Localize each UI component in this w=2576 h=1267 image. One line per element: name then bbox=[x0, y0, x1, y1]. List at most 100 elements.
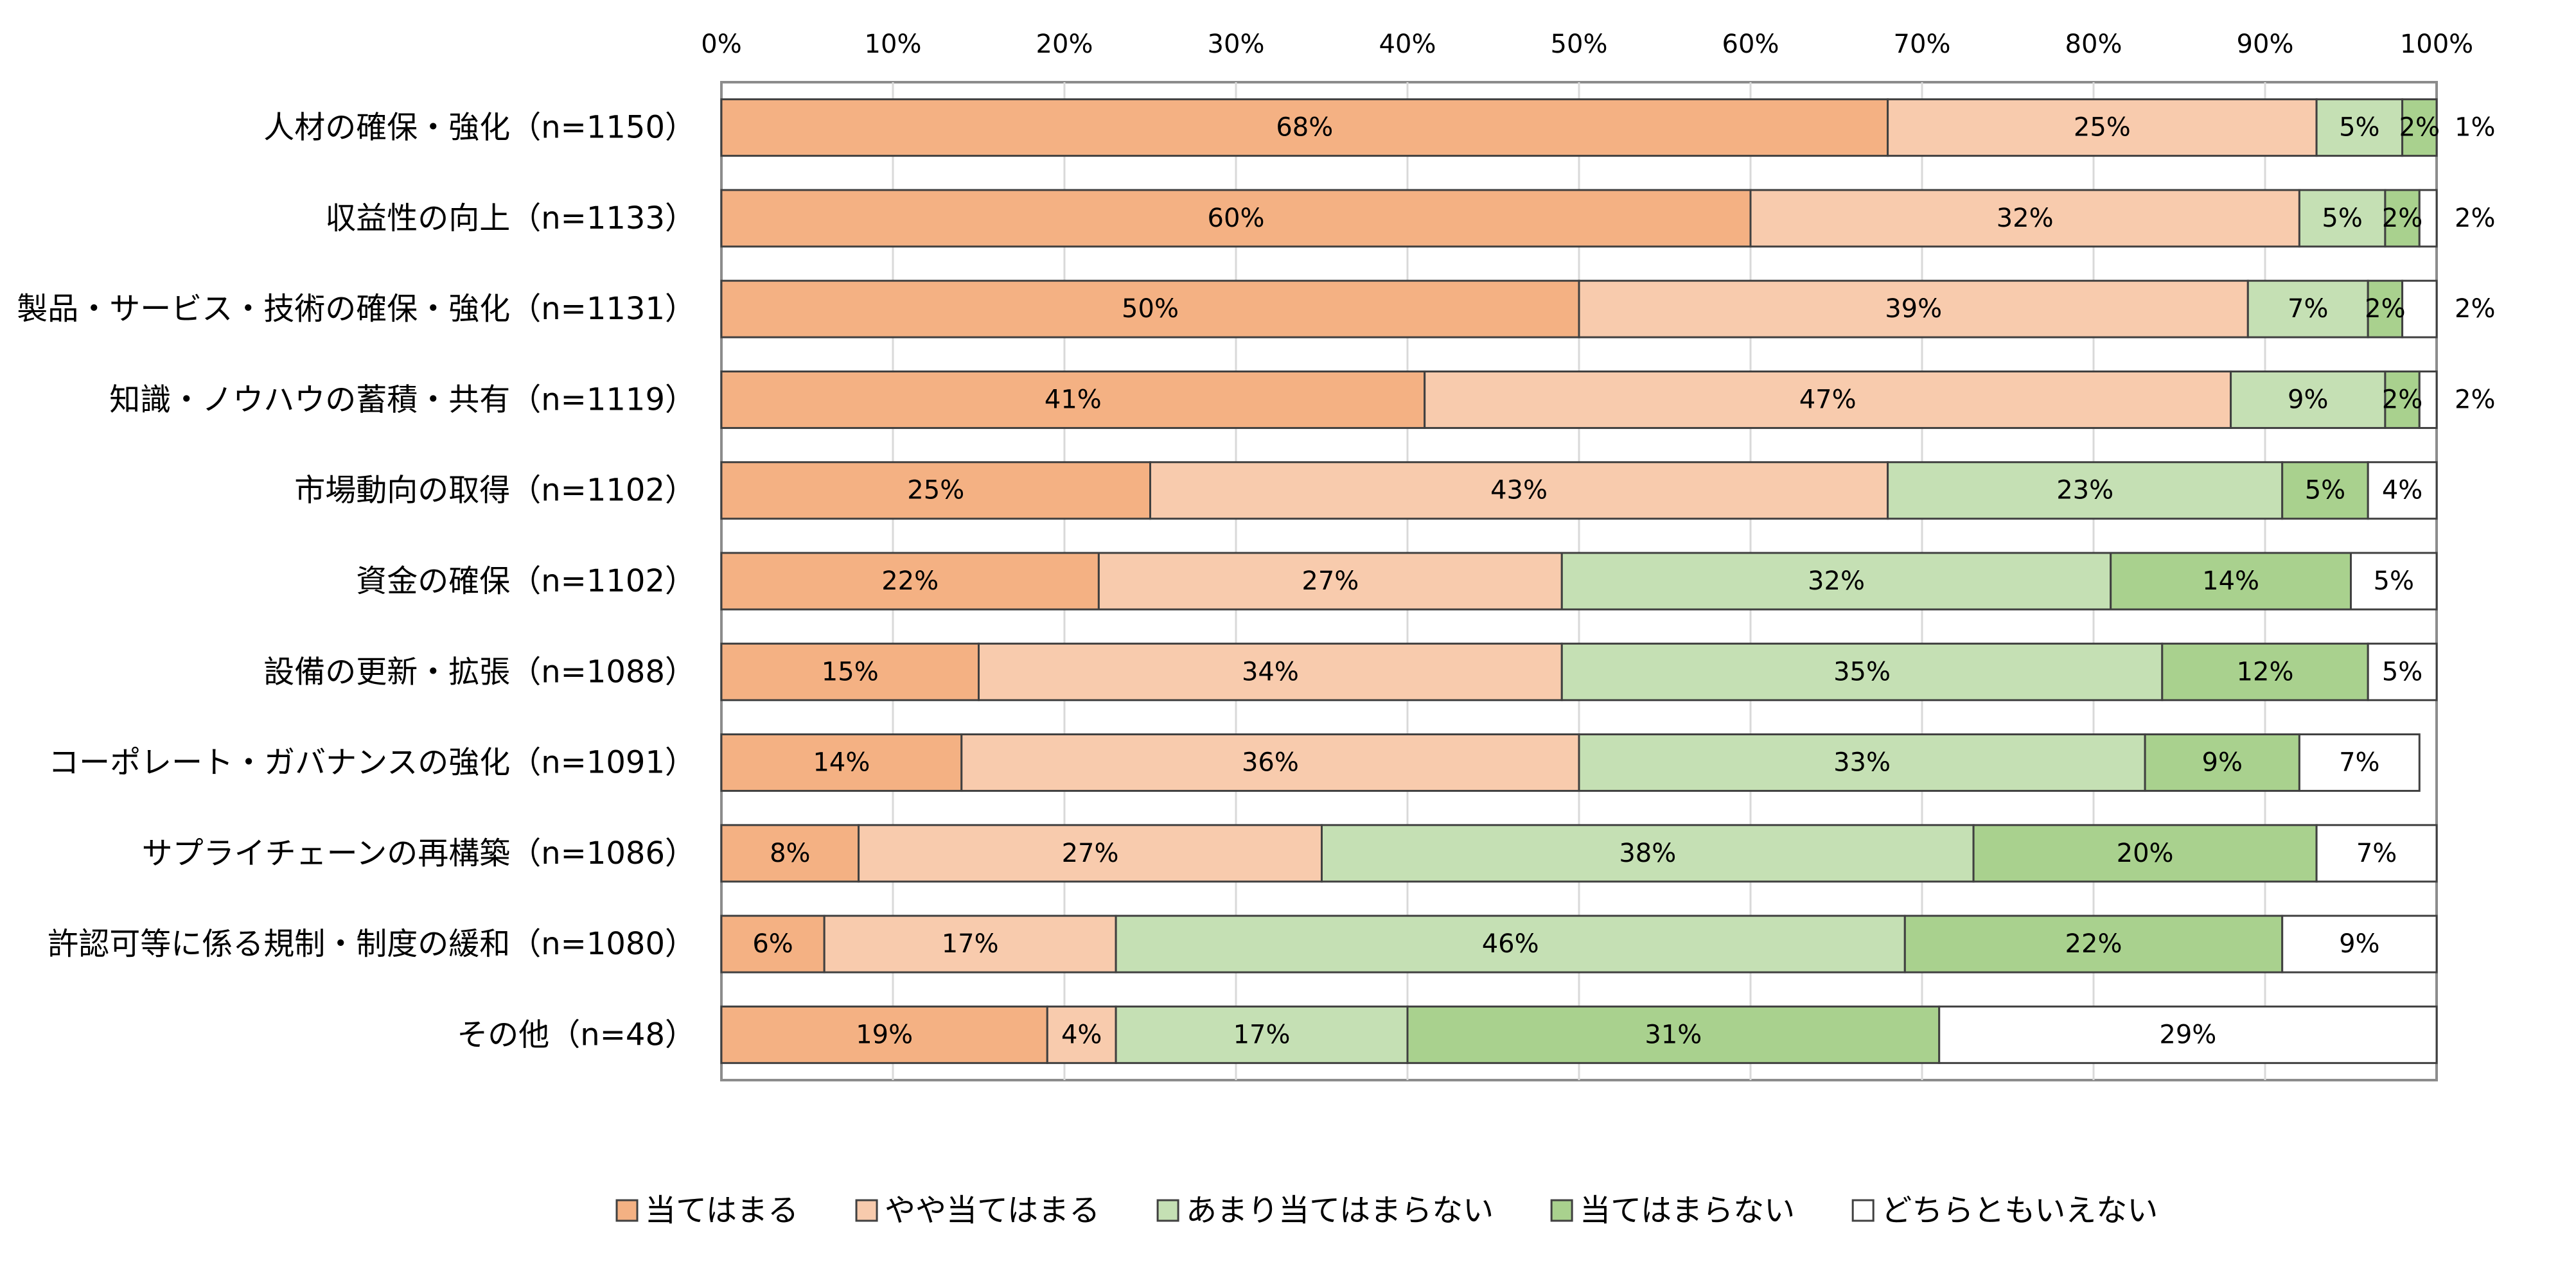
bar-segment bbox=[2161, 642, 2369, 701]
category-label: 収益性の向上（n=1133） bbox=[325, 200, 696, 236]
x-tick-label: 0% bbox=[701, 30, 741, 59]
data-label: 23% bbox=[2056, 476, 2113, 505]
data-label: 2% bbox=[2365, 294, 2405, 324]
bar-segment bbox=[1115, 914, 1906, 974]
category-label: 資金の確保（n=1102） bbox=[356, 563, 696, 599]
legend-swatch bbox=[1550, 1199, 1573, 1222]
x-tick-label: 100% bbox=[2400, 30, 2473, 59]
data-label: 8% bbox=[770, 839, 810, 868]
data-label: 68% bbox=[1276, 113, 1333, 143]
data-label: 1% bbox=[2455, 113, 2495, 143]
bar-segment bbox=[2367, 461, 2438, 520]
data-label: 2% bbox=[2382, 385, 2422, 414]
data-label: 15% bbox=[822, 657, 879, 686]
data-label: 38% bbox=[1619, 839, 1676, 868]
category-label: サプライチェーンの再構築（n=1086） bbox=[142, 835, 696, 871]
legend-swatch bbox=[1156, 1199, 1179, 1222]
bar-segment bbox=[720, 914, 825, 974]
data-label: 5% bbox=[2374, 566, 2414, 596]
data-label: 19% bbox=[856, 1020, 913, 1049]
bar-segment bbox=[1560, 552, 2112, 611]
data-label: 9% bbox=[2339, 929, 2379, 959]
bar-segment bbox=[2230, 370, 2386, 429]
data-label: 33% bbox=[1833, 748, 1891, 778]
bar-segment bbox=[1097, 552, 1563, 611]
legend-label: やや当てはまる bbox=[885, 1193, 1100, 1228]
bar-segment bbox=[2281, 914, 2438, 974]
bar-segment bbox=[720, 279, 1580, 338]
data-label: 32% bbox=[1997, 204, 2054, 233]
data-label: 9% bbox=[2202, 748, 2243, 778]
x-tick-label: 90% bbox=[2237, 30, 2294, 59]
data-label: 31% bbox=[1645, 1020, 1702, 1049]
bar-segment bbox=[1887, 98, 2318, 157]
bar-segment bbox=[1149, 461, 1889, 520]
data-label: 29% bbox=[2159, 1020, 2216, 1049]
bar-segment bbox=[2281, 461, 2369, 520]
x-tick-label: 30% bbox=[1208, 30, 1265, 59]
bar-segment bbox=[1903, 914, 2284, 974]
bar-segment bbox=[1938, 1005, 2438, 1064]
data-label: 50% bbox=[1122, 294, 1179, 324]
data-label: 2% bbox=[2455, 204, 2495, 233]
bar-segment bbox=[720, 189, 1752, 248]
bar-segment bbox=[1560, 642, 2164, 701]
data-label: 6% bbox=[752, 929, 793, 959]
data-label: 14% bbox=[2202, 566, 2259, 596]
bar-segment bbox=[720, 1005, 1048, 1064]
data-label: 20% bbox=[2117, 839, 2174, 868]
legend-label: 当てはまらない bbox=[1580, 1193, 1795, 1228]
x-tick-label: 50% bbox=[1551, 30, 1608, 59]
data-label: 5% bbox=[2339, 113, 2379, 143]
bar-segment bbox=[2384, 370, 2421, 429]
data-label: 17% bbox=[942, 929, 999, 959]
x-tick-label: 80% bbox=[2065, 30, 2122, 59]
data-label: 22% bbox=[881, 566, 939, 596]
category-label: 設備の更新・拡張（n=1088） bbox=[263, 654, 696, 690]
data-label: 34% bbox=[1242, 657, 1299, 686]
data-label: 25% bbox=[2074, 113, 2131, 143]
legend-swatch bbox=[615, 1199, 639, 1222]
category-label: 製品・サービス・技術の確保・強化（n=1131） bbox=[17, 291, 696, 327]
bar-segment bbox=[1046, 1005, 1117, 1064]
data-label: 41% bbox=[1045, 385, 1102, 414]
bar-segment bbox=[2401, 98, 2438, 157]
legend-label: 当てはまる bbox=[645, 1193, 798, 1228]
data-label: 32% bbox=[1808, 566, 1865, 596]
data-label: 27% bbox=[1301, 566, 1359, 596]
x-tick-label: 70% bbox=[1894, 30, 1951, 59]
bar-segment bbox=[1887, 461, 2284, 520]
bar-segment bbox=[2246, 279, 2369, 338]
data-label: 43% bbox=[1490, 476, 1548, 505]
data-label: 5% bbox=[2305, 476, 2345, 505]
legend-swatch bbox=[855, 1199, 878, 1222]
bar-segment bbox=[2315, 824, 2438, 883]
bar-segment bbox=[2418, 189, 2438, 248]
data-label: 25% bbox=[907, 476, 964, 505]
data-label: 4% bbox=[1061, 1020, 1102, 1049]
bar-segment bbox=[1424, 370, 2232, 429]
data-label: 2% bbox=[2455, 385, 2495, 414]
category-label: コーポレート・ガバナンスの強化（n=1091） bbox=[48, 745, 696, 781]
category-label: 許認可等に係る規制・制度の緩和（n=1080） bbox=[48, 926, 696, 962]
data-label: 4% bbox=[2382, 476, 2422, 505]
data-label: 5% bbox=[2322, 204, 2362, 233]
data-label: 5% bbox=[2382, 657, 2422, 686]
bar-segment bbox=[2384, 189, 2421, 248]
data-label: 46% bbox=[1482, 929, 1539, 959]
data-label: 39% bbox=[1885, 294, 1942, 324]
legend: 当てはまる やや当てはまる あまり当てはまらない 当てはまらない どちらともいえない bbox=[615, 1193, 2158, 1228]
x-tick-label: 60% bbox=[1722, 30, 1779, 59]
bar-segment bbox=[720, 642, 980, 701]
bar-segment bbox=[2401, 279, 2438, 338]
bar-segment bbox=[960, 733, 1580, 792]
bar-segment bbox=[978, 642, 1563, 701]
category-label: 知識・ノウハウの蓄積・共有（n=1119） bbox=[109, 381, 696, 417]
data-label: 14% bbox=[813, 748, 870, 778]
bar-segment bbox=[2350, 552, 2438, 611]
data-label: 36% bbox=[1242, 748, 1299, 778]
bar-segment bbox=[1749, 189, 2300, 248]
data-label: 7% bbox=[2339, 748, 2379, 778]
data-label: 2% bbox=[2455, 294, 2495, 324]
data-label: 2% bbox=[2399, 113, 2440, 143]
